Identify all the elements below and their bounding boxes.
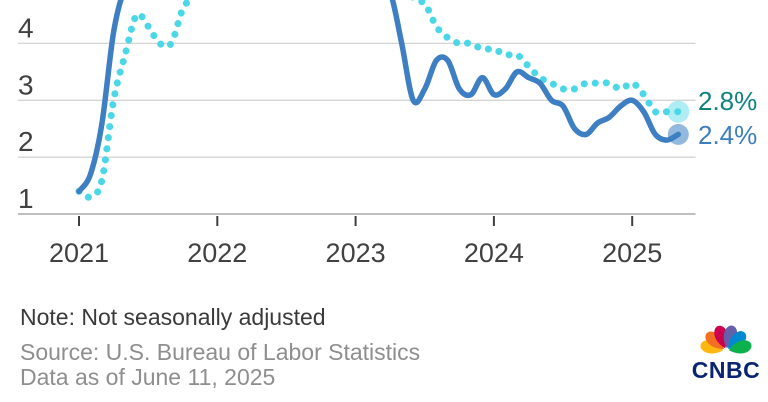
peacock-feather (728, 340, 752, 354)
x-axis-label: 2022 (187, 238, 247, 268)
solid-blue-line-end-dot (667, 123, 689, 145)
dotted-teal-line-end-dot (667, 100, 690, 123)
chart-note: Note: Not seasonally adjusted (20, 304, 326, 330)
chart-source: Source: U.S. Bureau of Labor Statistics (20, 339, 421, 365)
peacock-icon (700, 325, 752, 354)
x-axis-label: 2025 (602, 238, 662, 268)
y-axis-label: 4 (18, 12, 34, 43)
solid-blue-line-path (76, 0, 682, 195)
x-axis-label: 2021 (49, 238, 109, 268)
peacock-feather (714, 325, 728, 349)
dotted-teal-line-path (75, 0, 682, 201)
dotted-series-end-value-label: 2.8% (698, 86, 758, 116)
peacock-feather (723, 325, 738, 349)
solid-series-end-value-label: 2.4% (698, 120, 758, 150)
x-axis-label: 2024 (464, 238, 524, 268)
y-axis-label: 1 (18, 183, 34, 214)
chart-data-as-of: Data as of June 11, 2025 (20, 364, 276, 390)
x-axis-label: 2023 (326, 238, 386, 268)
cpi-chart-svg: 1 2 3 4 2021 2022 2023 2024 2025 (18, 0, 696, 268)
peacock-feather (700, 340, 724, 354)
y-axis-label: 3 (18, 69, 34, 100)
cnbc-logo: CNBC (687, 314, 765, 384)
y-axis-label: 2 (18, 126, 34, 157)
peacock-feather (705, 331, 724, 349)
cnbc-wordmark: CNBC (691, 357, 761, 383)
